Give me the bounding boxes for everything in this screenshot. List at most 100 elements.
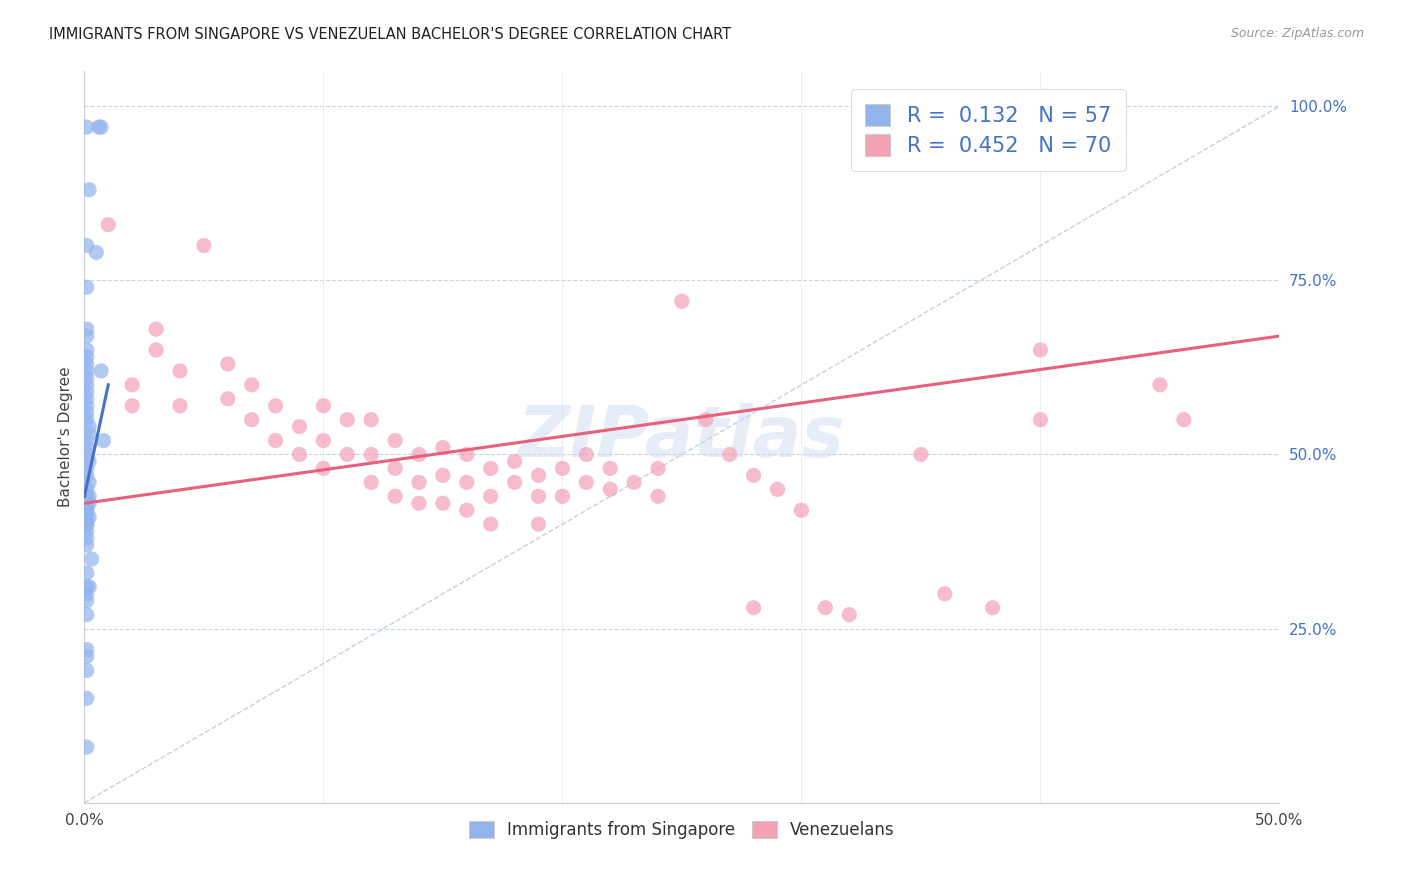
Point (647, 461, 669, 475)
Point (479, 517, 502, 532)
Point (76, 489, 98, 503)
Point (432, 468, 454, 483)
Point (97, 218, 120, 232)
Point (766, 483, 789, 497)
Point (432, 496, 454, 510)
Point (76, 329, 98, 343)
Point (360, 475, 382, 490)
Point (76, 392, 98, 406)
Point (76, 503, 98, 517)
Point (76, 120, 98, 134)
Point (408, 475, 430, 490)
Point (76, 524, 98, 538)
Point (527, 489, 550, 503)
Point (76, 343, 98, 357)
Point (575, 475, 598, 490)
Point (76, 483, 98, 497)
Point (76, 384, 98, 399)
Point (456, 475, 478, 490)
Point (910, 448, 932, 462)
Point (76, 580, 98, 594)
Point (76, 531, 98, 545)
Point (169, 364, 191, 378)
Point (288, 448, 311, 462)
Point (121, 377, 143, 392)
Point (76, 740, 98, 755)
Text: ZIPatlas: ZIPatlas (519, 402, 845, 472)
Point (384, 489, 406, 503)
Point (87, 120, 110, 134)
Point (575, 448, 598, 462)
Point (599, 461, 621, 475)
Point (145, 322, 167, 336)
Point (479, 489, 502, 503)
Point (814, 600, 837, 615)
Point (360, 448, 382, 462)
Point (90, 364, 112, 378)
Point (76, 566, 98, 580)
Text: IMMIGRANTS FROM SINGAPORE VS VENEZUELAN BACHELOR'S DEGREE CORRELATION CHART: IMMIGRANTS FROM SINGAPORE VS VENEZUELAN … (49, 27, 731, 42)
Point (76, 517, 98, 532)
Point (432, 441, 454, 455)
Point (76, 441, 98, 455)
Point (76, 503, 98, 517)
Point (76, 377, 98, 392)
Point (623, 475, 645, 490)
Point (76, 434, 98, 448)
Point (76, 399, 98, 413)
Point (77, 183, 100, 197)
Point (76, 642, 98, 657)
Point (671, 294, 693, 309)
Point (217, 392, 239, 406)
Point (76, 691, 98, 706)
Legend: Immigrants from Singapore, Venezuelans: Immigrants from Singapore, Venezuelans (463, 814, 901, 846)
Point (360, 412, 382, 426)
Point (503, 454, 526, 468)
Point (599, 483, 621, 497)
Point (76, 322, 98, 336)
Point (93, 434, 115, 448)
Point (217, 357, 239, 371)
Point (86, 245, 108, 260)
Point (288, 419, 311, 434)
Point (647, 489, 669, 503)
Point (76, 664, 98, 678)
Point (76, 357, 98, 371)
Point (76, 412, 98, 426)
Point (80, 552, 103, 566)
Point (76, 406, 98, 420)
Point (695, 412, 717, 426)
Point (76, 594, 98, 608)
Point (551, 461, 574, 475)
Point (121, 399, 143, 413)
Point (312, 461, 335, 475)
Point (76, 371, 98, 385)
Point (527, 517, 550, 532)
Point (77, 489, 100, 503)
Point (77, 419, 100, 434)
Point (77, 510, 100, 524)
Point (934, 587, 956, 601)
Y-axis label: Bachelor's Degree: Bachelor's Degree (58, 367, 73, 508)
Point (76, 517, 98, 532)
Point (145, 343, 167, 357)
Point (76, 350, 98, 364)
Point (742, 468, 765, 483)
Point (90, 120, 112, 134)
Point (312, 434, 335, 448)
Text: Source: ZipAtlas.com: Source: ZipAtlas.com (1230, 27, 1364, 40)
Point (479, 461, 502, 475)
Point (1173, 412, 1195, 426)
Point (76, 238, 98, 252)
Point (718, 448, 741, 462)
Point (527, 468, 550, 483)
Point (76, 461, 98, 475)
Point (981, 600, 1004, 615)
Point (838, 607, 860, 622)
Point (264, 434, 287, 448)
Point (264, 399, 287, 413)
Point (240, 412, 263, 426)
Point (169, 399, 191, 413)
Point (240, 377, 263, 392)
Point (77, 454, 100, 468)
